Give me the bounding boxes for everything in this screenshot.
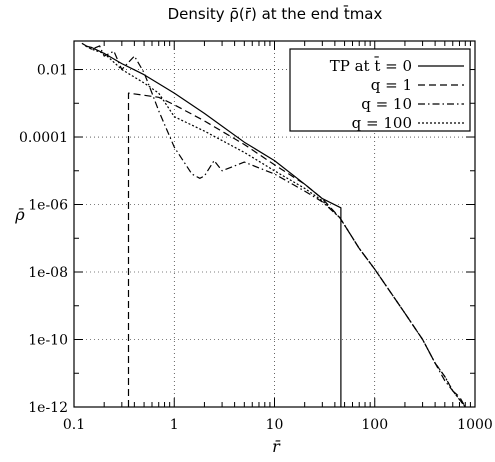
axis-ticks: 0.1 1 10 100 1000 1e-12 1e-10 1e-08 1e-06 0.0001 0… [19,41,493,433]
y-tick-label: 1e-06 [28,198,68,214]
legend-label: q = 1 [371,76,412,94]
y-axis-label: ρ̄ [14,205,25,224]
x-axis-label: r̄ [272,437,281,456]
x-tick-label: 10 [266,417,284,433]
legend-label: TP at t̄ = 0 [330,57,412,75]
legend: TP at t̄ = 0q = 1q = 10q = 100 [289,48,471,132]
x-tick-label: 1000 [457,417,493,433]
y-tick-label: 1e-08 [28,265,68,281]
y-tick-label: 0.01 [37,63,68,79]
legend-label: q = 10 [361,95,412,113]
chart-title: Density ρ̄(r̄) at the end t̄max [168,4,383,23]
legend-label: q = 100 [352,114,412,132]
series-line-2 [127,92,466,408]
x-tick-label: 1 [170,417,179,433]
x-tick-label: 0.1 [63,417,85,433]
y-tick-label: 0.0001 [19,130,68,146]
y-tick-label: 1e-10 [28,333,68,349]
x-tick-label: 100 [361,417,388,433]
series-line-4 [85,45,466,408]
grid [74,41,475,407]
series-lines [81,42,466,408]
legend-box [289,48,471,132]
y-tick-label: 1e-12 [28,400,68,416]
